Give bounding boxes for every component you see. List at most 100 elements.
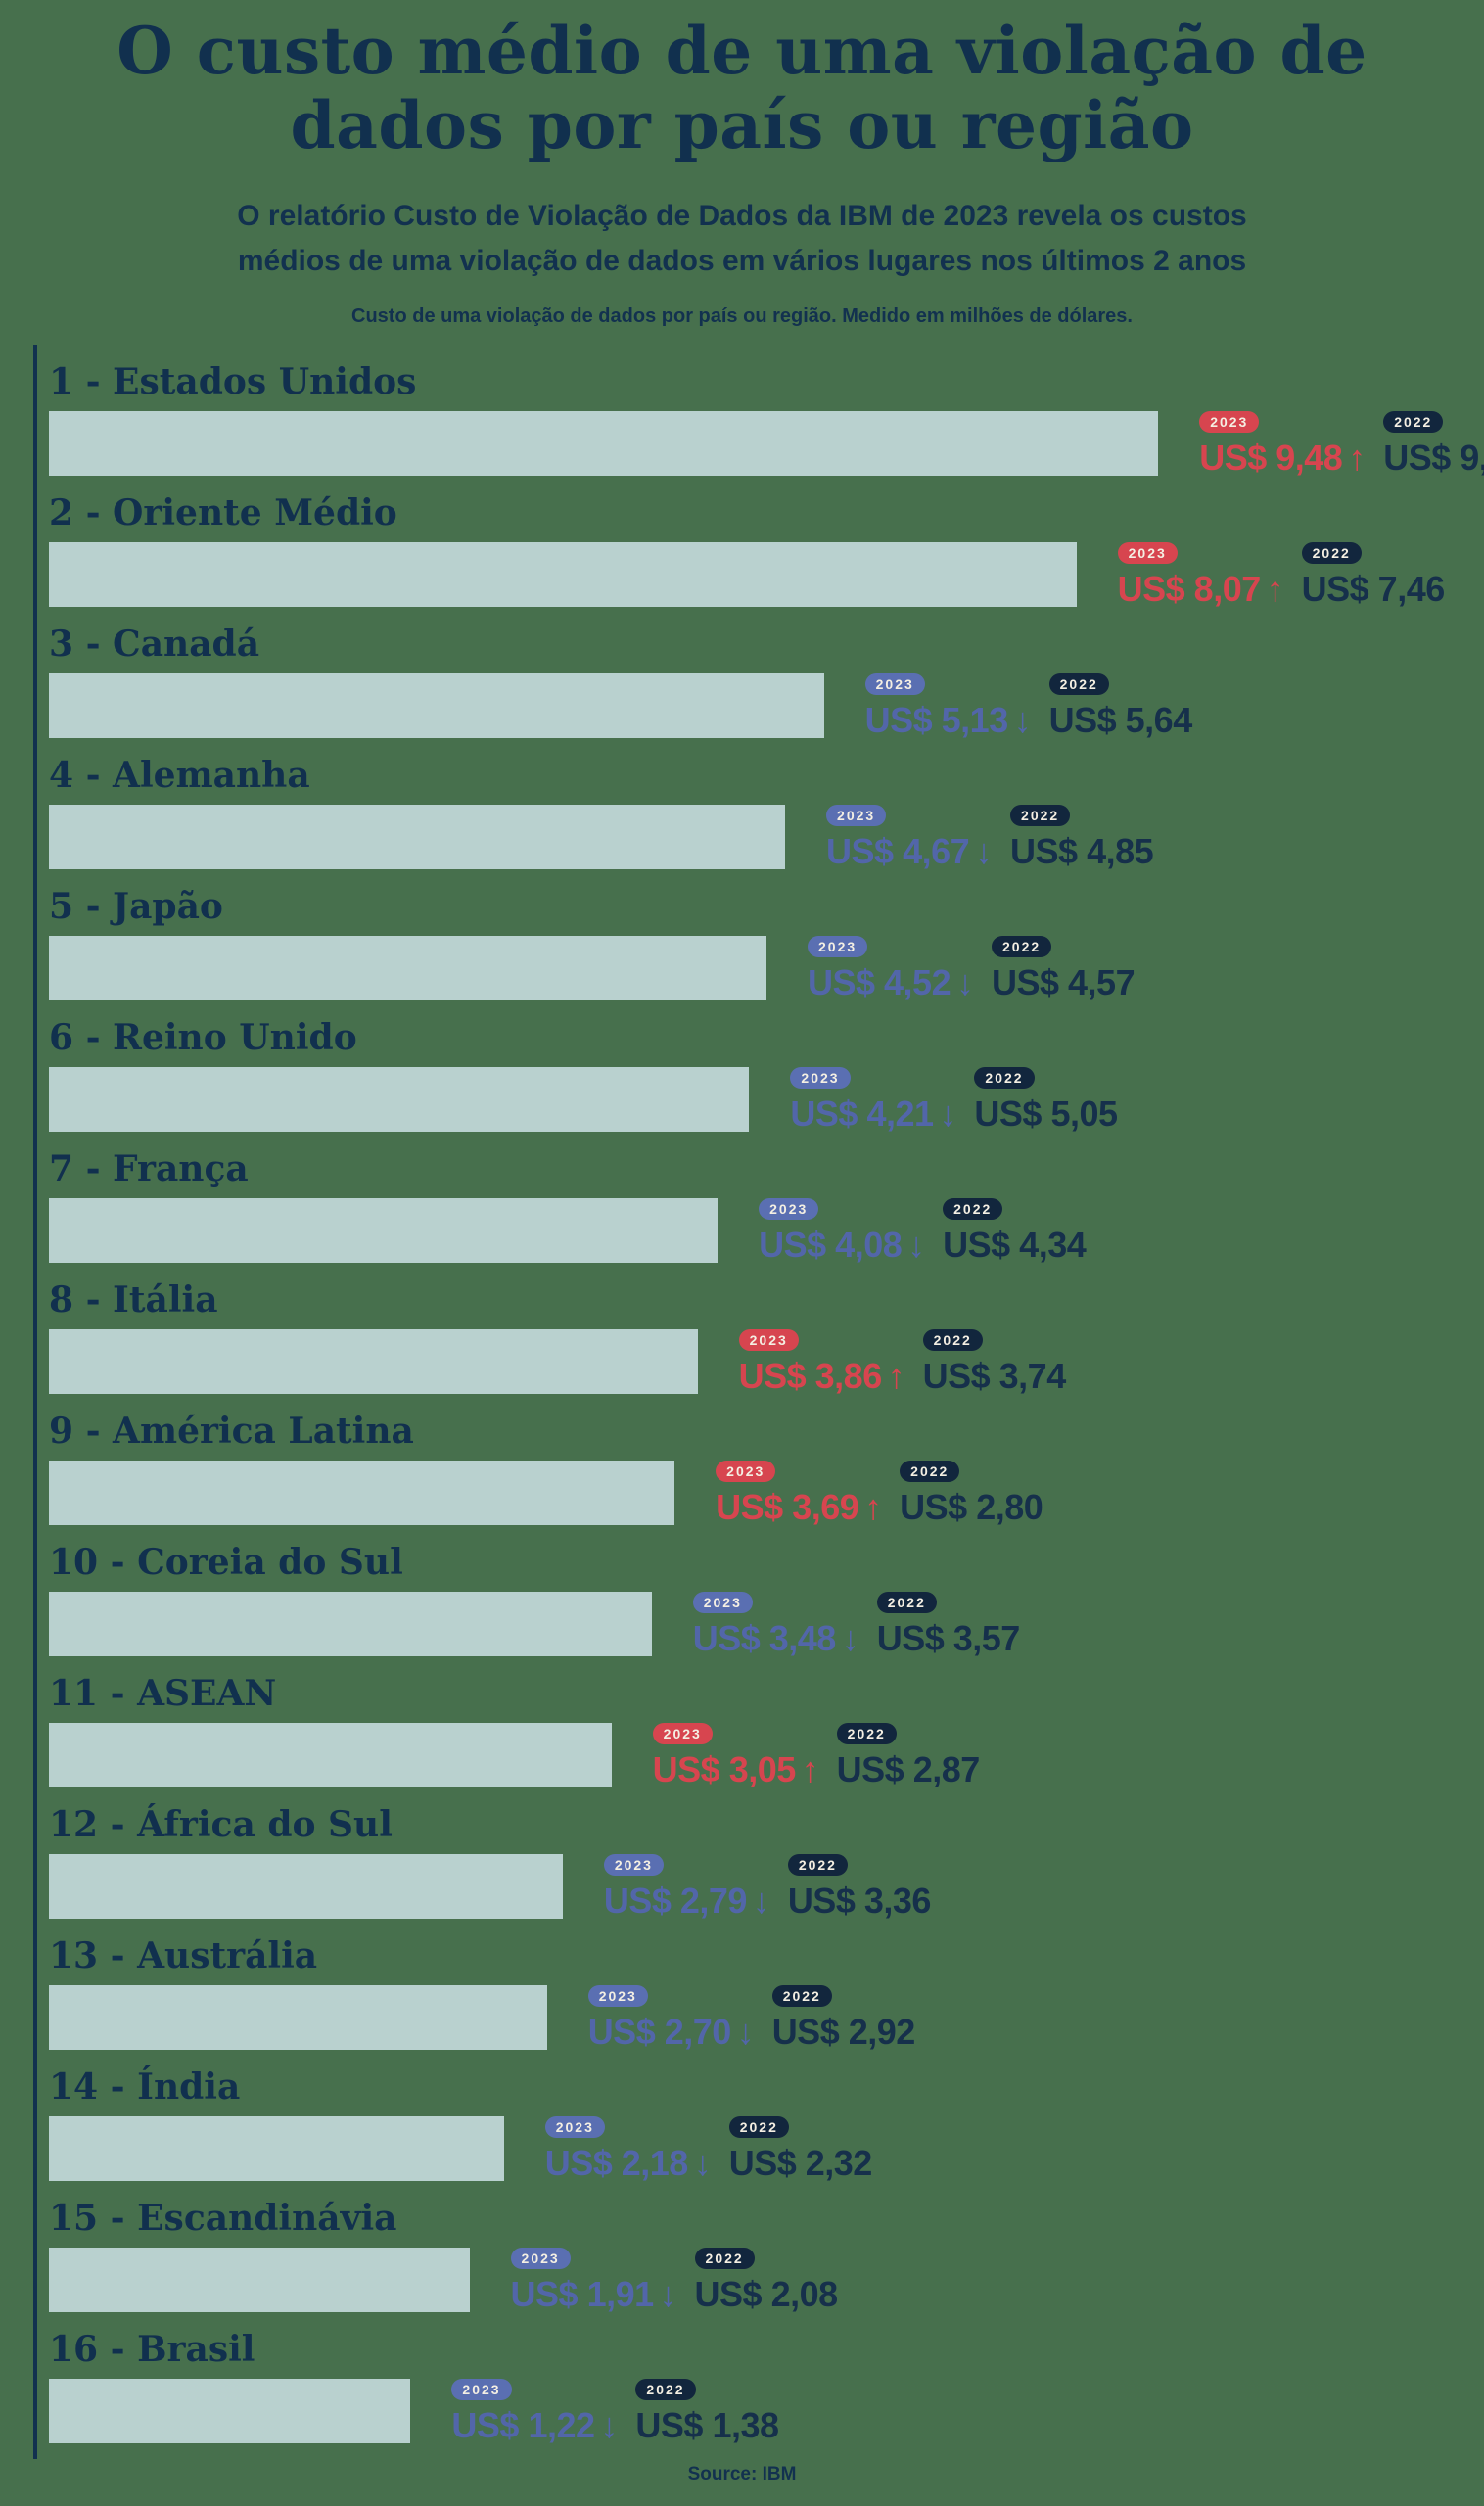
bar-track: 2023 US$ 3,05 ↑ 2022 US$ 2,87: [49, 1723, 1484, 1787]
value-columns: 2023 US$ 8,07 ↑ 2022 US$ 7,46: [1117, 542, 1446, 609]
value-2023: US$ 2,18 ↓: [545, 2146, 712, 2181]
value-columns: 2023 US$ 3,48 ↓ 2022 US$ 3,57: [692, 1592, 1021, 1658]
country-row: 4 - Alemanha 2023 US$ 4,67 ↓ 2022 US$ 4,8…: [49, 754, 1484, 885]
value-2023-text: US$ 1,91: [510, 2274, 655, 2314]
value-2022: US$ 4,34: [943, 1225, 1087, 1265]
chart-caption: Custo de uma violação de dados por país …: [351, 305, 1133, 327]
column-2023: 2023 US$ 1,91 ↓: [510, 2248, 695, 2314]
trend-down-icon: ↓: [693, 2143, 712, 2183]
column-2022: 2022 US$ 5,64: [1048, 673, 1192, 738]
value-columns: 2023 US$ 4,52 ↓ 2022 US$ 4,57: [808, 936, 1136, 1002]
country-label: 14 - Índia: [49, 2066, 241, 2108]
year-badge-2022: 2022: [635, 2379, 696, 2400]
year-badge-2022: 2022: [1383, 411, 1444, 433]
value-2022: US$ 3,36: [787, 1880, 932, 1921]
column-2023: 2023 US$ 3,69 ↑: [716, 1461, 900, 1525]
bar-track: 2023 US$ 5,13 ↓ 2022 US$ 5,64: [49, 673, 1484, 738]
year-badge-2023: 2023: [692, 1592, 753, 1613]
bar-chart: 1 - Estados Unidos 2023 US$ 9,48 ↑ 2022 U…: [33, 345, 1484, 2459]
cost-bar: [49, 411, 1159, 476]
year-badge-2023: 2023: [544, 2116, 605, 2138]
country-label: 5 - Japão: [49, 886, 223, 927]
trend-down-icon: ↓: [907, 1225, 926, 1265]
country-row: 10 - Coreia do Sul 2023 US$ 3,48 ↓ 2022 U…: [49, 1541, 1484, 1672]
year-badge-2022: 2022: [728, 2116, 789, 2138]
value-2023: US$ 1,22 ↓: [451, 2408, 618, 2443]
trend-up-icon: ↑: [864, 1487, 883, 1527]
cost-bar: [49, 936, 766, 1000]
value-2022: US$ 5,05: [974, 1093, 1118, 1134]
page-title: O custo médio de uma violação de dados p…: [0, 14, 1484, 162]
year-badge-2023: 2023: [716, 1461, 776, 1482]
value-columns: 2023 US$ 2,18 ↓ 2022 US$ 2,32: [544, 2116, 872, 2181]
year-badge-2022: 2022: [836, 1723, 897, 1744]
bar-track: 2023 US$ 9,48↑ 2022 US$ 9,44: [49, 411, 1484, 476]
year-badge-2023: 2023: [738, 1329, 799, 1351]
value-2022: US$ 3,57: [876, 1618, 1021, 1658]
year-badge-2022: 2022: [992, 936, 1052, 957]
cost-bar: [49, 673, 824, 738]
column-2022: 2022 US$ 7,46: [1301, 542, 1446, 609]
trend-down-icon: ↓: [975, 831, 994, 871]
value-2023-text: US$ 4,08: [759, 1225, 903, 1265]
column-2022: 2022 US$ 1,38: [635, 2379, 779, 2445]
source-note: Source: IBM: [687, 2464, 797, 2484]
year-badge-2022: 2022: [1048, 673, 1109, 695]
value-columns: 2023 US$ 1,22 ↓ 2022 US$ 1,38: [451, 2379, 779, 2445]
bar-track: 2023 US$ 3,86 ↑ 2022 US$ 3,74: [49, 1329, 1484, 1394]
cost-bar: [49, 542, 1077, 607]
value-2023: US$ 3,86 ↑: [739, 1359, 905, 1394]
column-2023: 2023 US$ 4,08 ↓: [759, 1198, 943, 1263]
country-label: 9 - América Latina: [49, 1411, 414, 1452]
bar-track: 2023 US$ 4,21 ↓ 2022 US$ 5,05: [49, 1067, 1484, 1132]
bar-track: 2023 US$ 3,48 ↓ 2022 US$ 3,57: [49, 1592, 1484, 1656]
value-2022: US$ 4,57: [992, 962, 1136, 1002]
bar-track: 2023 US$ 8,07 ↑ 2022 US$ 7,46: [49, 542, 1484, 607]
value-2023-text: US$ 4,67: [826, 831, 970, 871]
year-badge-2023: 2023: [510, 2248, 571, 2269]
country-label: 16 - Brasil: [49, 2329, 255, 2370]
value-2023-text: US$ 3,05: [652, 1749, 797, 1789]
value-2023-text: US$ 2,70: [587, 2012, 732, 2052]
column-2023: 2023 US$ 5,13 ↓: [864, 673, 1049, 738]
page-title-line2: dados por país ou região: [290, 87, 1194, 163]
value-2023: US$ 9,48 ↑: [1199, 441, 1366, 476]
column-2022: 2022 US$ 3,36: [787, 1854, 932, 1921]
country-label: 8 - Itália: [49, 1279, 218, 1321]
cost-bar: [49, 1198, 719, 1263]
chart-rows: 1 - Estados Unidos 2023 US$ 9,48 ↑ 2022 U…: [49, 360, 1484, 2459]
value-2022: US$ 1,38: [635, 2405, 779, 2445]
bar-track: 2023 US$ 3,69 ↑ 2022 US$ 2,80: [49, 1461, 1484, 1525]
country-row: 6 - Reino Unido 2023 US$ 4,21 ↓ 2022 US$ …: [49, 1016, 1484, 1147]
bar-track: 2023 US$ 1,91 ↓ 2022 US$ 2,08: [49, 2248, 1484, 2312]
country-row: 11 - ASEAN 2023 US$ 3,05 ↑ 2022 US$ 2,87: [49, 1672, 1484, 1803]
column-2022: 2022 US$ 2,92: [771, 1985, 916, 2052]
column-2023: 2023 US$ 4,67 ↓: [826, 805, 1010, 869]
country-label: 15 - Escandinávia: [49, 2198, 397, 2239]
trend-down-icon: ↓: [841, 1618, 859, 1658]
trend-up-icon: ↑: [887, 1356, 905, 1396]
column-2022: 2022 US$ 2,80: [900, 1461, 1043, 1525]
trend-up-icon: ↑: [801, 1749, 819, 1789]
value-2022: US$ 2,92: [771, 2012, 916, 2052]
value-2023: US$ 2,70 ↓: [588, 2015, 755, 2050]
value-2023: US$ 3,69 ↑: [716, 1490, 882, 1525]
column-2023: 2023 US$ 4,52 ↓: [808, 936, 992, 1000]
bar-track: 2023 US$ 2,70 ↓ 2022 US$ 2,92: [49, 1985, 1484, 2050]
year-badge-2022: 2022: [922, 1329, 983, 1351]
cost-bar: [49, 2379, 411, 2443]
value-columns: 2023 US$ 4,08 ↓ 2022 US$ 4,34: [759, 1198, 1087, 1265]
year-badge-2022: 2022: [787, 1854, 848, 1876]
value-columns: 2023 US$ 3,69 ↑ 2022 US$ 2,80: [716, 1461, 1043, 1525]
value-2022: US$ 7,46: [1301, 569, 1446, 609]
column-2023: 2023 US$ 2,79 ↓: [603, 1854, 788, 1921]
bar-track: 2023 US$ 2,79 ↓ 2022 US$ 3,36: [49, 1854, 1484, 1919]
value-2022: US$ 2,08: [694, 2274, 839, 2314]
country-row: 3 - Canadá 2023 US$ 5,13 ↓ 2022 US$ 5,64: [49, 623, 1484, 754]
column-2022: 2022 US$ 3,57: [876, 1592, 1021, 1658]
trend-down-icon: ↓: [752, 1880, 770, 1921]
value-2023-text: US$ 2,79: [603, 1880, 748, 1921]
country-label: 6 - Reino Unido: [49, 1017, 357, 1058]
column-2022: 2022 US$ 5,05: [974, 1067, 1118, 1134]
column-2022: 2022 US$ 2,08: [694, 2248, 839, 2314]
